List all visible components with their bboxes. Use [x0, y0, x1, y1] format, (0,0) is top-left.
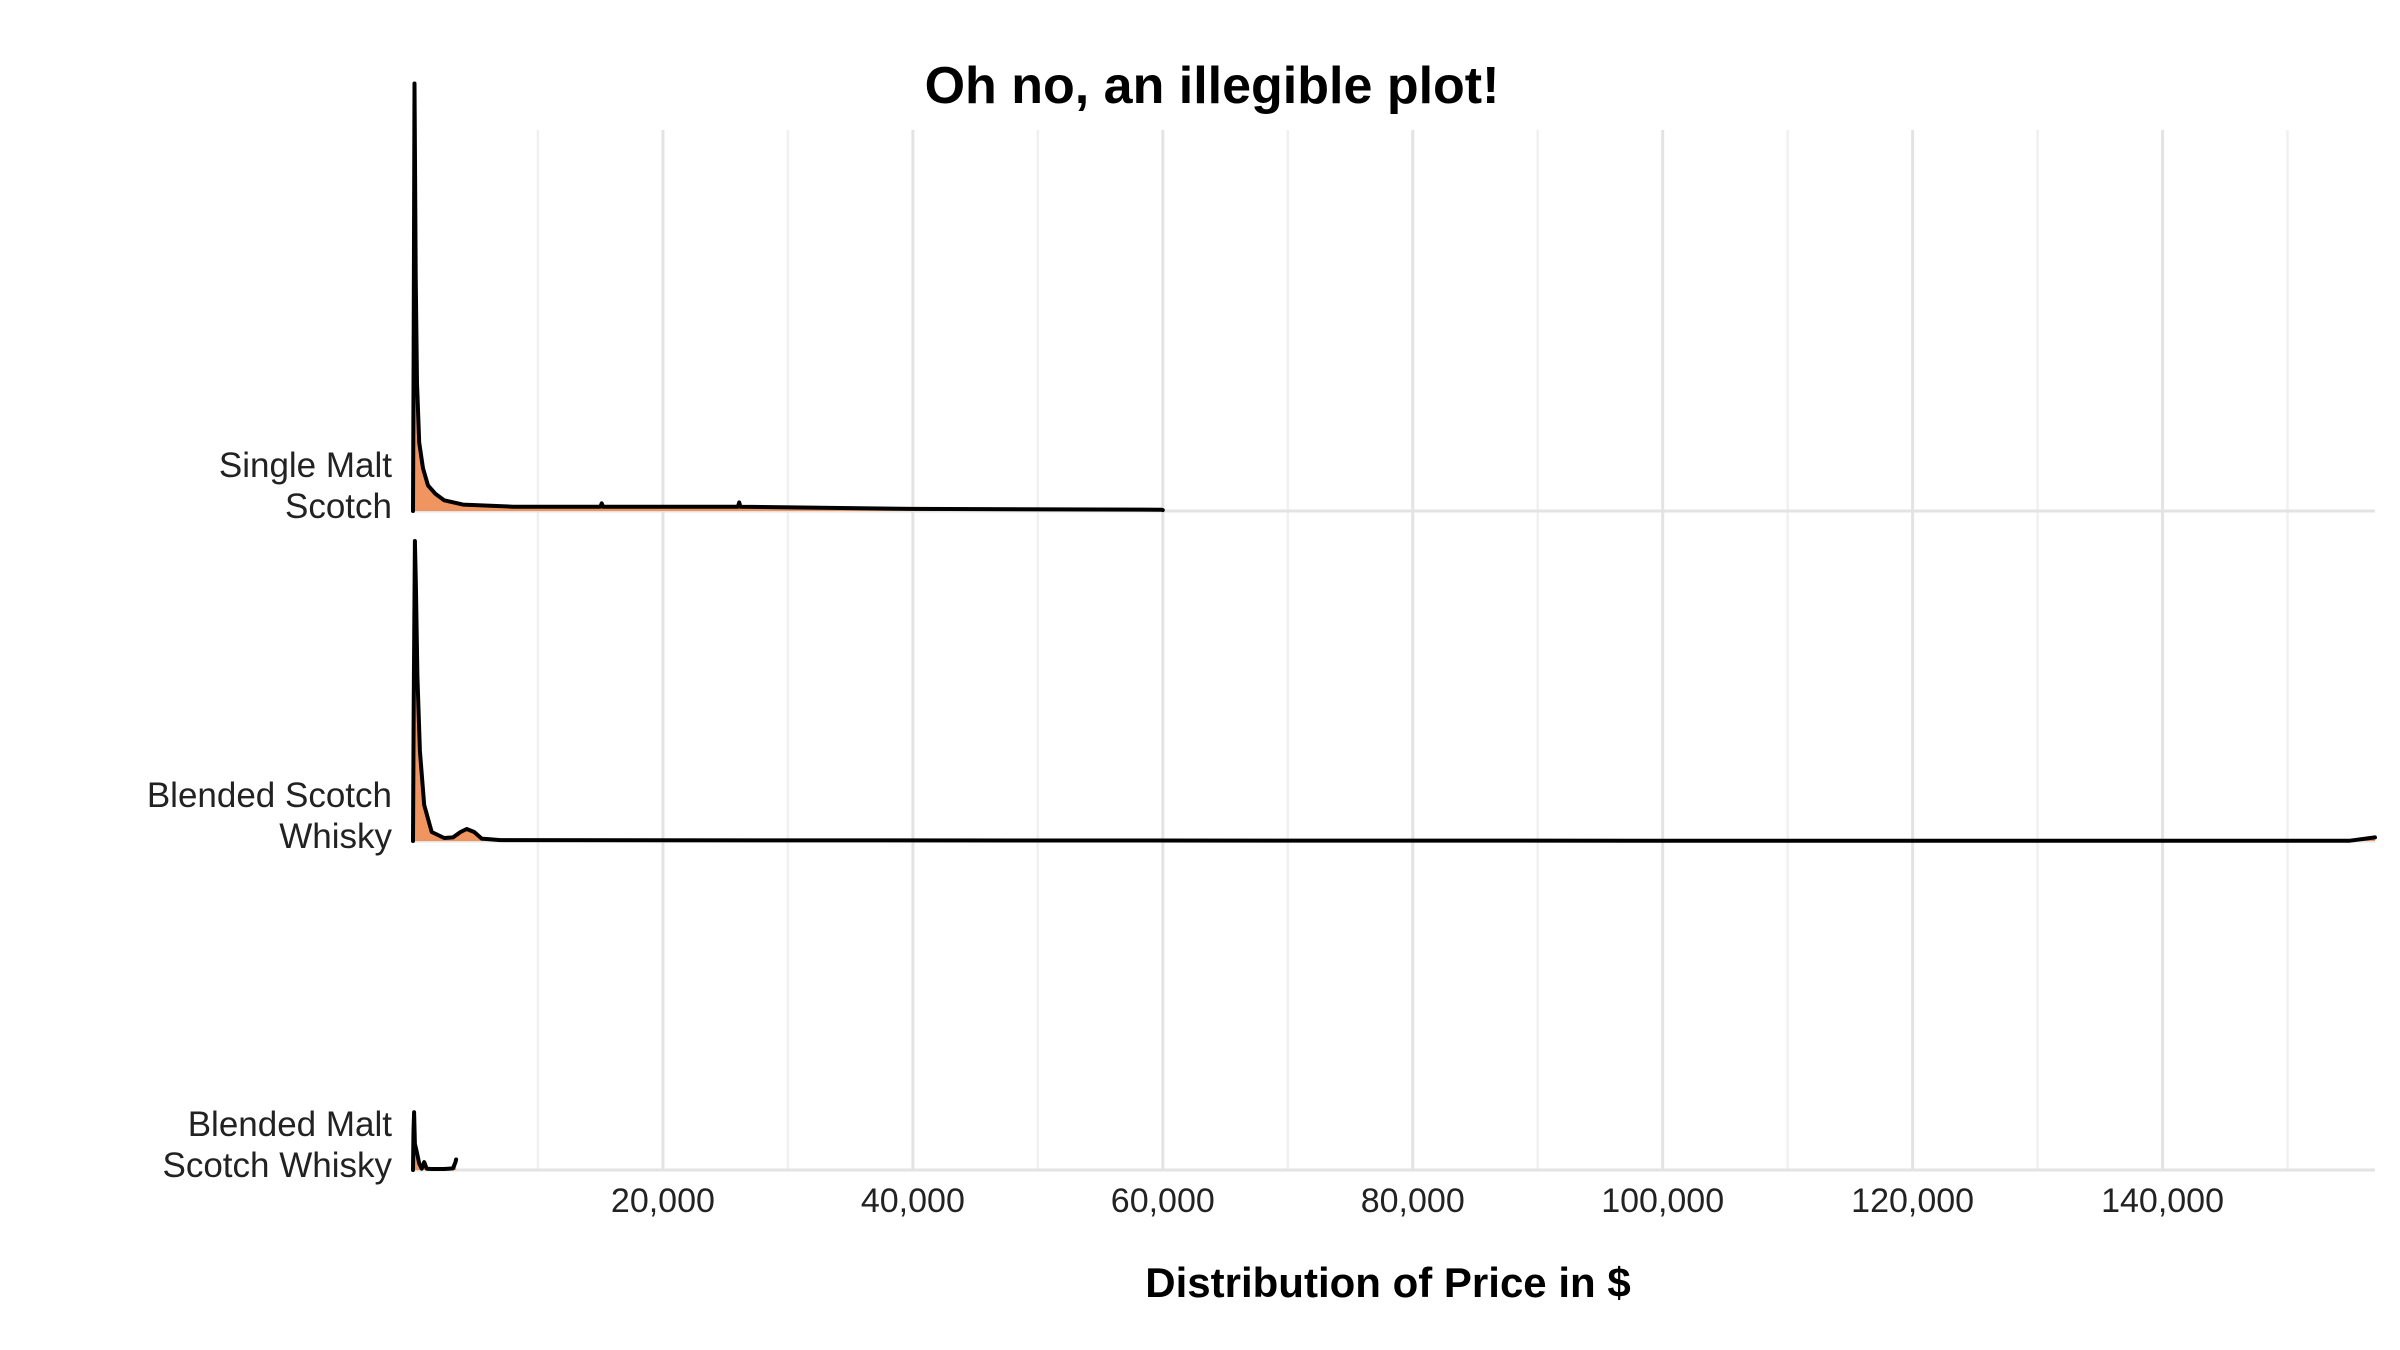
- minor-gridlines: [536, 130, 2289, 1170]
- x-tick-label: 120,000: [1851, 1182, 1974, 1220]
- y-category-label-line: Whisky: [279, 817, 392, 856]
- y-category-label: Single Malt Scotch: [219, 446, 392, 526]
- x-tick-label: 140,000: [2101, 1182, 2224, 1220]
- ridge-area: [413, 1112, 457, 1170]
- x-tick-label: 100,000: [1601, 1182, 1724, 1220]
- density-ridges: [411, 81, 2377, 1172]
- ridge-3: [411, 1110, 459, 1172]
- ridge-line: [411, 539, 2377, 843]
- x-tick-label: 20,000: [611, 1182, 715, 1220]
- ridge-line: [411, 1110, 459, 1172]
- chart-title: Oh no, an illegible plot!: [925, 57, 1500, 115]
- y-category-label-line: Blended Malt: [188, 1105, 393, 1144]
- y-category-label: Blended Malt Scotch Whisky: [163, 1105, 393, 1185]
- y-category-label: Blended Scotch Whisky: [147, 776, 393, 856]
- x-axis-tick-labels: 20,000 40,000 60,000 80,000 100,000 120,000 14…: [611, 1182, 2224, 1220]
- major-gridlines: [661, 130, 2165, 1170]
- y-category-label-line: Single Malt: [219, 446, 392, 485]
- x-tick-label: 40,000: [861, 1182, 965, 1220]
- ridge-2: [411, 539, 2377, 843]
- y-category-label-line: Scotch Whisky: [163, 1146, 393, 1185]
- y-category-label-line: Scotch: [285, 487, 392, 526]
- y-category-label-line: Blended Scotch: [147, 776, 392, 815]
- ridge-line: [411, 81, 1165, 513]
- ridge-1: [411, 81, 1165, 513]
- x-tick-label: 80,000: [1361, 1182, 1465, 1220]
- x-tick-label: 60,000: [1111, 1182, 1215, 1220]
- x-axis-title: Distribution of Price in $: [1145, 1259, 1630, 1306]
